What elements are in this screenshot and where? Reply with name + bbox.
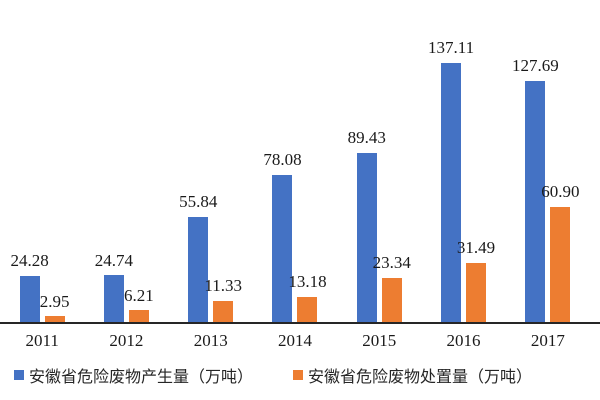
x-tick-label-2016: 2016 xyxy=(446,331,481,350)
legend-label-production: 安徽省危险废物产生量（万吨） xyxy=(29,369,254,386)
x-tick-label-2012: 2012 xyxy=(109,331,144,350)
value-label-series0-2011: 24.28 xyxy=(10,251,49,271)
x-tick-label-2013: 2013 xyxy=(193,331,228,350)
bar-group-2012: 24.74 6.21 xyxy=(84,0,168,322)
bar-group-2011: 24.28 2.95 xyxy=(0,0,84,322)
x-tick-label-2017: 2017 xyxy=(530,331,565,350)
bar-series0-2015: 89.43 xyxy=(348,129,386,322)
value-label-series0-2016: 137.11 xyxy=(427,38,475,58)
bar-series0-2014: 78.08 xyxy=(263,150,302,322)
bar-series1-2016: 31.49 xyxy=(457,238,495,322)
bar-series1-2013: 11.33 xyxy=(204,276,242,322)
x-tick-label-2014: 2014 xyxy=(277,331,312,350)
value-label-series1-2016: 31.49 xyxy=(456,237,496,257)
bar-group-2015: 89.43 23.34 xyxy=(337,0,421,322)
value-label-series0-2017: 127.69 xyxy=(511,56,559,76)
bar-series1-2011: 2.95 xyxy=(40,292,70,322)
bar-series0-2017: 127.69 xyxy=(512,56,559,322)
bar-group-2016: 137.11 31.49 xyxy=(421,0,505,322)
plot-area: 24.28 2.95 24.74 6.21 55.84 11.33 78.08 13.18 89… xyxy=(0,0,600,324)
bar-series1-2012: 6.21 xyxy=(124,286,154,322)
value-label-series1-2017: 60.90 xyxy=(541,182,580,202)
x-tick-label-2015: 2015 xyxy=(362,331,397,350)
bar-series1-2017: 60.90 xyxy=(541,183,579,322)
bar-group-2013: 55.84 11.33 xyxy=(169,0,253,322)
value-label-series1-2012: 6.21 xyxy=(124,285,154,305)
bar-group-2017: 127.69 60.90 xyxy=(506,0,590,322)
value-label-series0-2014: 78.08 xyxy=(263,149,302,169)
value-label-series0-2015: 89.43 xyxy=(347,128,386,148)
bar-series0-2013: 55.84 xyxy=(179,192,217,322)
legend-label-disposal: 安徽省危险废物处置量（万吨） xyxy=(308,369,533,386)
x-axis-labels: 2011 2012 2013 2014 2015 2016 2017 xyxy=(0,331,600,351)
legend-swatch-production-icon xyxy=(14,370,24,380)
value-label-series1-2011: 2.95 xyxy=(39,291,70,311)
x-tick-label-2011: 2011 xyxy=(25,331,59,350)
value-label-series1-2015: 23.34 xyxy=(372,253,411,273)
bar-series1-2015: 23.34 xyxy=(373,254,411,322)
bar-series0-2012: 24.74 xyxy=(95,251,133,322)
value-label-series1-2014: 13.18 xyxy=(288,272,327,292)
bar-series0-2011: 24.28 xyxy=(11,252,49,322)
value-label-series1-2013: 11.33 xyxy=(204,275,243,295)
bar-group-2014: 78.08 13.18 xyxy=(253,0,337,322)
value-label-series0-2013: 55.84 xyxy=(179,191,218,211)
bar-series1-2014: 13.18 xyxy=(288,273,327,322)
bar-series0-2016: 137.11 xyxy=(428,39,474,322)
value-label-series0-2012: 24.74 xyxy=(94,250,134,270)
legend: 安徽省危险废物产生量（万吨） 安徽省危险废物处置量（万吨） xyxy=(14,363,532,387)
legend-item-disposal: 安徽省危险废物处置量（万吨） xyxy=(293,363,532,387)
legend-item-production: 安徽省危险废物产生量（万吨） xyxy=(14,363,253,387)
legend-swatch-disposal-icon xyxy=(293,370,304,380)
